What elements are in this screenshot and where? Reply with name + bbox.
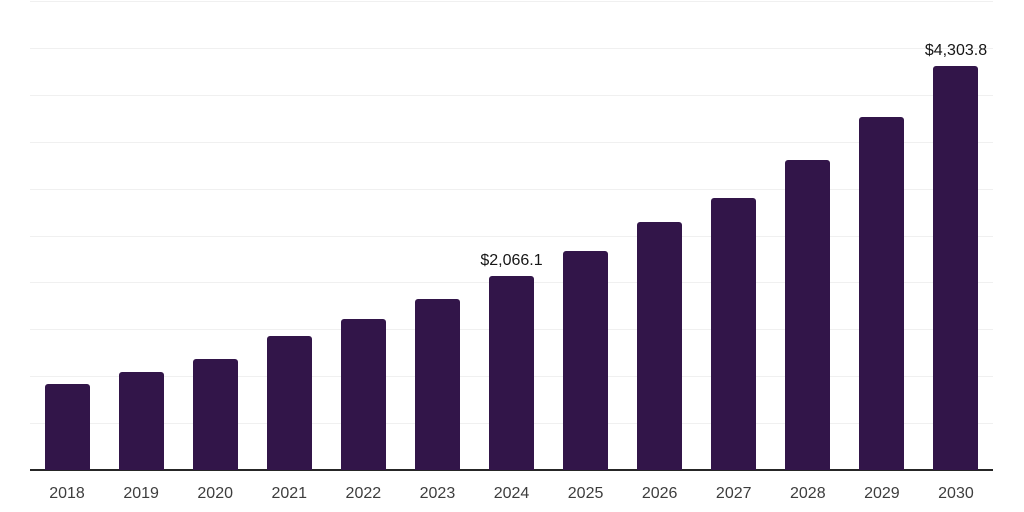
bar bbox=[192, 359, 238, 470]
bar bbox=[563, 250, 609, 470]
bar bbox=[489, 276, 534, 470]
bar bbox=[44, 384, 90, 470]
x-axis-tick-label: 2027 bbox=[715, 485, 752, 502]
x-axis-tick-label: 2030 bbox=[938, 485, 974, 502]
gridline bbox=[30, 141, 993, 143]
bar bbox=[637, 222, 683, 470]
bar bbox=[414, 299, 460, 470]
bar bbox=[118, 372, 164, 470]
x-axis-tick-label: 2021 bbox=[271, 485, 308, 502]
bar bbox=[266, 335, 312, 470]
x-axis-tick-label: 2029 bbox=[864, 485, 900, 502]
x-axis-tick-label: 2020 bbox=[197, 485, 233, 502]
bar-value-label: $4,303.8 bbox=[924, 42, 988, 60]
x-axis-tick-label: 2023 bbox=[419, 485, 456, 502]
bar bbox=[711, 197, 757, 470]
x-axis-tick-label: 2019 bbox=[123, 485, 159, 502]
x-axis-tick-label: 2028 bbox=[790, 485, 826, 502]
bar bbox=[859, 116, 905, 470]
x-axis-tick-label: 2018 bbox=[49, 485, 85, 502]
x-axis-line bbox=[30, 469, 993, 471]
gridline bbox=[30, 47, 993, 49]
x-axis-tick-label: 2026 bbox=[641, 485, 678, 502]
x-axis-tick-label: 2025 bbox=[567, 485, 604, 502]
x-axis-tick-label: 2022 bbox=[345, 485, 382, 502]
x-axis-tick-label: 2024 bbox=[493, 485, 530, 502]
bar bbox=[933, 66, 979, 470]
bar-value-label: $2,066.1 bbox=[480, 252, 543, 270]
gridline bbox=[30, 1, 993, 2]
bar bbox=[785, 160, 831, 470]
gridline bbox=[30, 235, 993, 237]
gridline bbox=[30, 188, 993, 190]
gridline bbox=[30, 94, 993, 96]
bar bbox=[340, 318, 386, 470]
